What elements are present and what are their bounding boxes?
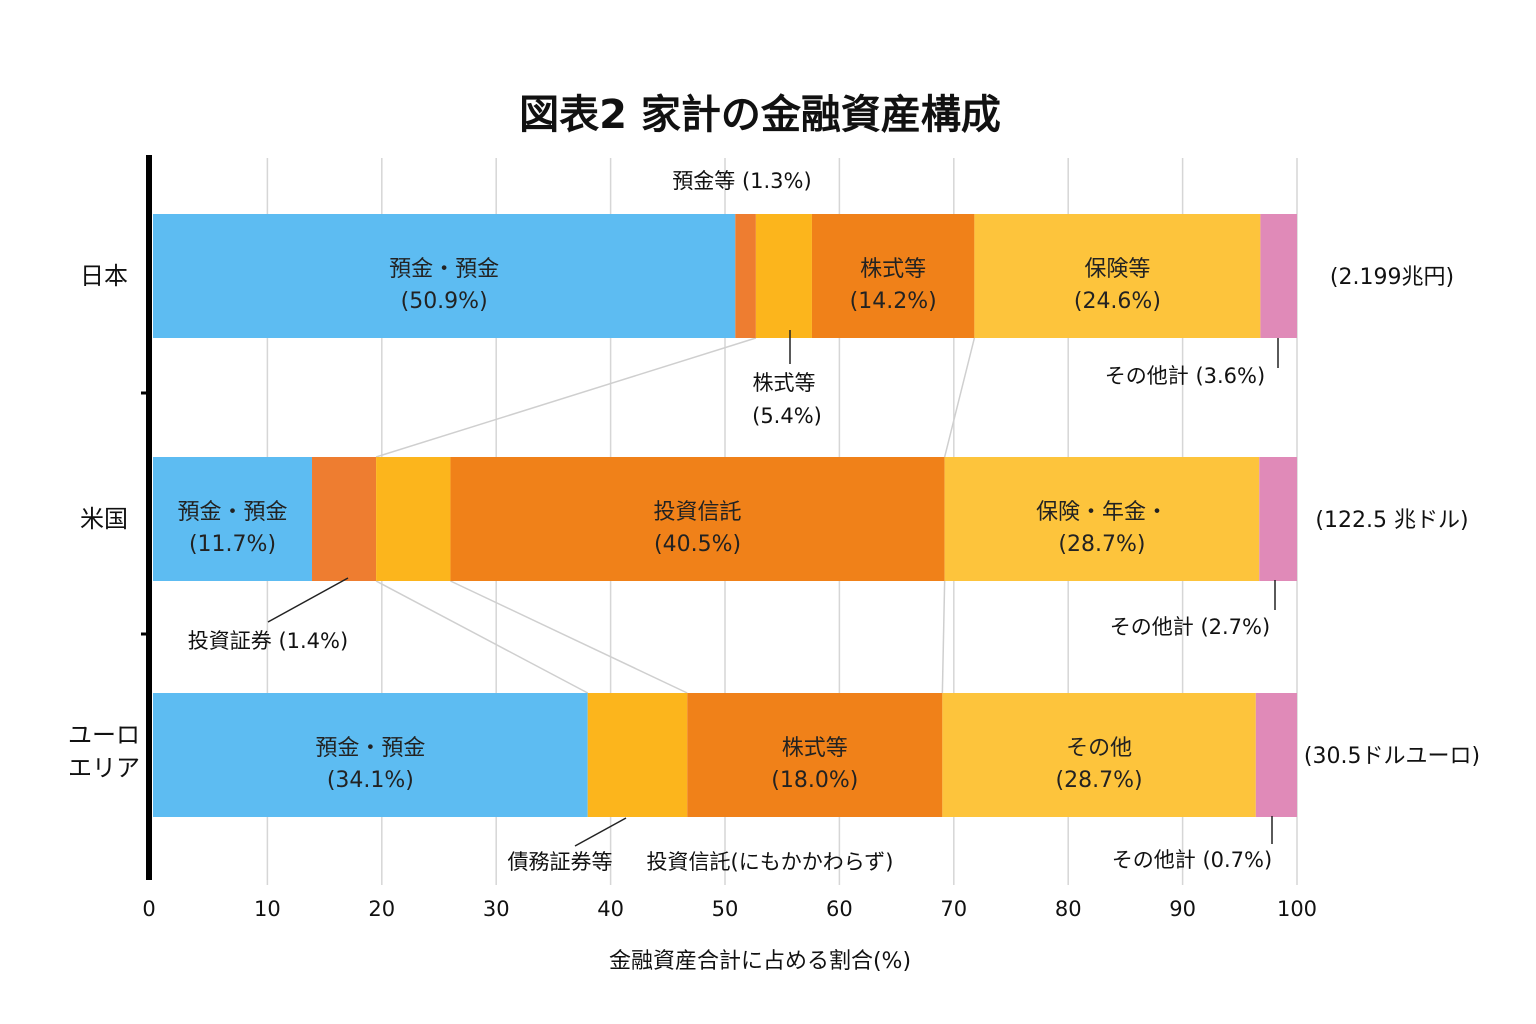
segment-label: 保険等 [1084,257,1150,282]
segment-value-label: (18.0%) [771,768,858,793]
bar-segment [687,693,943,817]
annotation-label: 株式等 [753,371,816,395]
segment-value-label: (50.9%) [401,289,488,314]
connector-line [450,580,688,694]
segment-value-label: (11.7%) [189,532,276,557]
annotation-label: 債務証券等 [508,850,613,874]
x-tick-label: 100 [1277,897,1317,921]
bar-segment [1255,693,1297,817]
bar-segment [1260,214,1297,338]
x-tick-label: 90 [1169,897,1196,921]
connector-line [943,337,976,458]
annotation-label: その他計 (0.7%) [1112,848,1272,872]
x-tick-label: 0 [142,897,155,921]
total-label: (122.5 兆ドル) [1315,508,1468,533]
category-label: 米国 [80,505,128,533]
leader-line [574,817,627,847]
x-tick-label: 50 [712,897,739,921]
category-label: 日本 [80,262,128,290]
chart-title: 図表2 家計の金融資産構成 [519,92,1001,138]
bar-segment [153,457,313,581]
bar-segment [755,214,812,338]
segment-value-label: (28.7%) [1058,532,1145,557]
segment-label: 株式等 [860,257,926,282]
bar-segment [450,457,945,581]
connector-line [375,337,757,458]
connector-line [375,580,589,694]
segment-label: 株式等 [782,736,848,761]
annotation-label: 投資証券 (1.4%) [188,629,348,653]
x-tick-label: 70 [940,897,967,921]
annotation-label: (5.4%) [752,404,822,428]
segment-value-label: (34.1%) [327,768,414,793]
bar-segment [153,693,588,817]
bar-segment [1259,457,1297,581]
segment-label: 預金・預金 [315,736,425,761]
bar-segment [974,214,1261,338]
segment-value-label: (14.2%) [850,289,937,314]
x-tick-label: 60 [826,897,853,921]
x-tick-label: 40 [597,897,624,921]
segment-value-label: (24.6%) [1074,289,1161,314]
leader-line [267,577,349,623]
segment-label: その他 [1066,736,1132,761]
bar-segment [587,693,688,817]
x-tick-label: 10 [254,897,281,921]
annotation-label: その他計 (3.6%) [1105,364,1265,388]
bar-segment [312,457,377,581]
segment-label: 投資信託 [654,500,742,525]
bar-segment [942,693,1256,817]
segment-label: 保険・年金・ [1036,500,1168,525]
axes: 0 10 20 30 40 50 60 70 80 90 100 [141,155,1317,921]
bar-segment [153,214,736,338]
category-label: ユーロ [68,721,140,749]
bar-segment [811,214,975,338]
segment-value-label: (40.5%) [654,532,741,557]
x-axis-label: 金融資産合計に占める割合(%) [609,949,911,974]
segment-label: 預金・預金 [178,500,288,525]
total-label: (2.199兆円) [1330,265,1454,290]
total-label: (30.5ドルユーロ) [1304,744,1480,769]
segment-value-label: (28.7%) [1056,768,1143,793]
annotation-label: 投資信託(にもかかわらず) [647,850,894,874]
bar-segment [376,457,451,581]
bar-segment [944,457,1260,581]
x-tick-label: 30 [483,897,510,921]
x-tick-label: 80 [1055,897,1082,921]
x-tick-label: 20 [368,897,395,921]
category-label: エリア [68,754,140,782]
labels: 預金・預金 (50.9%) 株式等 (14.2%) 保険等 (24.6%) 日本 (2.199… [68,169,1480,874]
connector-line [941,580,946,694]
segment-label: 預金・預金 [389,257,499,282]
annotation-label: その他計 (2.7%) [1110,615,1270,639]
annotation-label: 預金等 (1.3%) [672,169,811,193]
bar-segment [735,214,756,338]
bars [153,214,1297,817]
connector-lines [375,337,976,694]
